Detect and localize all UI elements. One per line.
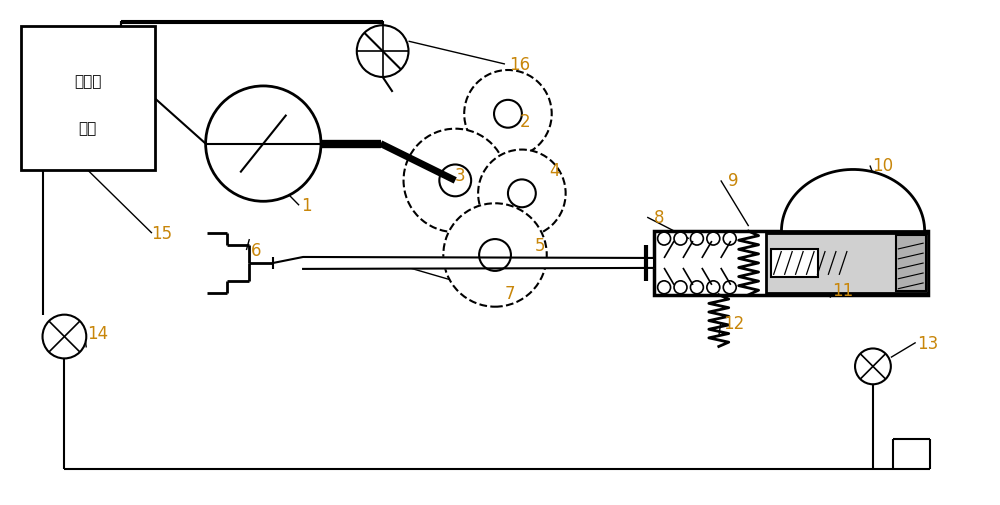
Circle shape [658, 281, 671, 294]
Circle shape [206, 87, 321, 202]
Bar [21, 27, 155, 171]
Text: 3: 3 [455, 167, 466, 185]
Polygon shape [273, 258, 654, 269]
Bar [766, 234, 928, 293]
Circle shape [690, 281, 703, 294]
Text: 1: 1 [301, 197, 311, 215]
Bar [771, 249, 818, 277]
Circle shape [43, 315, 86, 359]
Circle shape [690, 233, 703, 245]
Text: 11: 11 [832, 281, 854, 299]
Text: 10: 10 [872, 157, 893, 175]
Text: 12: 12 [723, 314, 744, 332]
Circle shape [658, 233, 671, 245]
Circle shape [707, 233, 720, 245]
Text: 9: 9 [728, 172, 739, 190]
Circle shape [494, 100, 522, 128]
Circle shape [723, 233, 736, 245]
Text: 4: 4 [549, 162, 560, 180]
Bar [654, 232, 928, 295]
Circle shape [478, 150, 566, 238]
Circle shape [439, 165, 471, 197]
Text: 电机控: 电机控 [74, 74, 101, 89]
Circle shape [674, 233, 687, 245]
Circle shape [674, 281, 687, 294]
Circle shape [707, 281, 720, 294]
Text: 13: 13 [917, 334, 938, 352]
Text: 14: 14 [87, 324, 108, 342]
Circle shape [357, 26, 409, 78]
Text: 制器: 制器 [79, 121, 97, 135]
Circle shape [508, 180, 536, 208]
Polygon shape [781, 170, 925, 232]
Circle shape [464, 71, 552, 158]
Circle shape [855, 349, 891, 384]
Text: 16: 16 [509, 56, 530, 74]
Text: 6: 6 [251, 241, 262, 260]
Circle shape [479, 239, 511, 271]
Circle shape [404, 129, 507, 233]
Text: 2: 2 [520, 113, 530, 130]
Circle shape [723, 281, 736, 294]
Text: 5: 5 [535, 236, 545, 255]
Text: 15: 15 [151, 225, 172, 242]
Bar [896, 236, 926, 291]
Text: 7: 7 [505, 284, 515, 302]
Circle shape [443, 204, 547, 307]
Text: 8: 8 [654, 209, 664, 227]
